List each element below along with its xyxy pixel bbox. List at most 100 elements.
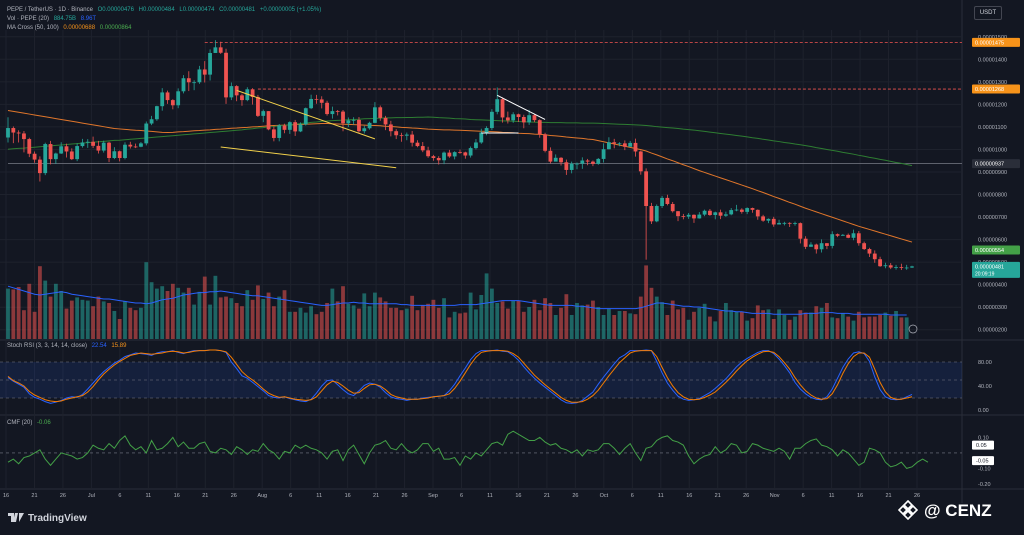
price-tick-label: 0.00000700 xyxy=(978,215,1007,221)
price-tick-label: 0.00000800 xyxy=(978,193,1007,199)
candle-body xyxy=(112,151,117,159)
candle-body xyxy=(256,96,260,116)
volume-bar xyxy=(250,299,255,339)
volume-bar xyxy=(644,265,649,339)
trendline xyxy=(220,146,397,169)
candle-body xyxy=(894,267,898,268)
cmf-label[interactable]: CMF (20) xyxy=(7,420,33,426)
volume-bar xyxy=(575,303,579,339)
volume-bar xyxy=(681,307,686,339)
candle-body xyxy=(27,139,32,154)
volume-bar xyxy=(410,295,415,339)
volume-bar xyxy=(107,303,111,339)
price-label-text: 0.00001268 xyxy=(975,87,1004,93)
candle-body xyxy=(622,143,627,147)
candle-body xyxy=(633,142,638,152)
time-tick-label: 6 xyxy=(802,493,805,499)
cmf-tick-label: -0.10 xyxy=(978,466,991,472)
candle-body xyxy=(777,222,781,225)
watermark: @ CENZ xyxy=(898,500,992,521)
candle-body xyxy=(660,197,664,207)
ma-cross-legend: MA Cross (50, 100) 0.00000688 0.00000864 xyxy=(7,24,134,32)
symbol-title[interactable]: PEPE / TetherUS · 1D · Binance xyxy=(7,7,93,13)
volume-bar xyxy=(484,273,489,339)
candle-body xyxy=(133,146,138,148)
candle-body xyxy=(569,163,574,170)
volume-bar xyxy=(53,283,58,339)
volume-bar xyxy=(91,306,95,339)
time-tick-label: 21 xyxy=(544,493,550,499)
volume-bar xyxy=(660,302,664,339)
candle-body xyxy=(192,82,197,84)
candle-body xyxy=(490,111,494,129)
candle-body xyxy=(899,267,904,268)
volume-label[interactable]: Vol · PEPE (20) xyxy=(7,16,50,22)
time-tick-label: 11 xyxy=(316,493,322,499)
candle-body xyxy=(48,144,53,160)
time-tick-label: Nov xyxy=(770,493,780,499)
candle-body xyxy=(91,141,95,146)
price-tick-label: 0.00000900 xyxy=(978,170,1007,176)
volume-bar xyxy=(819,307,824,339)
countdown-label: 20:09:19 xyxy=(975,271,995,277)
candle-body xyxy=(64,146,69,152)
volume-bar xyxy=(383,301,388,339)
volume-bar xyxy=(314,314,319,339)
candle-body xyxy=(676,211,680,217)
volume-bar xyxy=(548,303,553,339)
volume-bar xyxy=(224,296,228,339)
price-pane xyxy=(6,40,962,334)
candle-body xyxy=(229,86,234,98)
candle-body xyxy=(649,206,654,222)
candle-body xyxy=(38,159,42,174)
volume-bar xyxy=(426,303,430,339)
candle-body xyxy=(910,266,914,268)
candle-body xyxy=(43,144,48,174)
tradingview-logo[interactable]: TradingView xyxy=(8,513,87,524)
candle-body xyxy=(750,208,755,210)
candle-body xyxy=(11,128,16,133)
time-tick-label: 11 xyxy=(145,493,151,499)
candle-body xyxy=(761,216,766,221)
volume-bar xyxy=(739,311,744,339)
time-tick-label: Sep xyxy=(428,493,438,499)
time-tick-label: 16 xyxy=(686,493,692,499)
candle-body xyxy=(245,89,250,101)
volume-bar xyxy=(532,299,537,339)
price-tick-label: 0.00000200 xyxy=(978,328,1007,334)
candle-body xyxy=(160,92,165,107)
volume-bar xyxy=(771,319,776,339)
stoch-rsi-label[interactable]: Stoch RSI (3, 3, 14, 14, close) xyxy=(7,343,88,349)
volume-bar xyxy=(622,311,627,339)
volume-bar xyxy=(192,304,197,339)
candle-body xyxy=(6,128,10,138)
candle-body xyxy=(601,149,606,159)
volume-bar xyxy=(835,318,840,339)
candle-body xyxy=(383,117,388,125)
ma-cross-label[interactable]: MA Cross (50, 100) xyxy=(7,25,59,31)
volume-bar xyxy=(38,266,42,339)
volume-bar xyxy=(330,288,335,339)
volume-bar xyxy=(133,310,138,339)
price-label-box xyxy=(972,261,1020,278)
volume-bar xyxy=(69,300,74,339)
currency-button[interactable]: USDT xyxy=(974,6,1002,20)
volume-bar xyxy=(851,320,856,339)
candle-body xyxy=(240,95,244,101)
tradingview-icon xyxy=(8,513,24,522)
volume-bar xyxy=(543,298,547,339)
rsi-tick-label: 80.00 xyxy=(978,360,992,366)
price-label-text: 0.00000937 xyxy=(975,162,1004,168)
candle-body xyxy=(85,141,90,143)
ohlc-high: H0.00000484 xyxy=(138,7,175,13)
candle-body xyxy=(309,98,314,109)
volume-bar xyxy=(367,306,372,339)
candle-body xyxy=(612,142,617,144)
candle-body xyxy=(149,119,154,124)
volume-bar xyxy=(692,311,696,339)
volume-bar xyxy=(654,296,659,339)
volume-bar xyxy=(569,315,574,339)
candle-body xyxy=(787,222,792,224)
volume-bar xyxy=(245,290,250,339)
